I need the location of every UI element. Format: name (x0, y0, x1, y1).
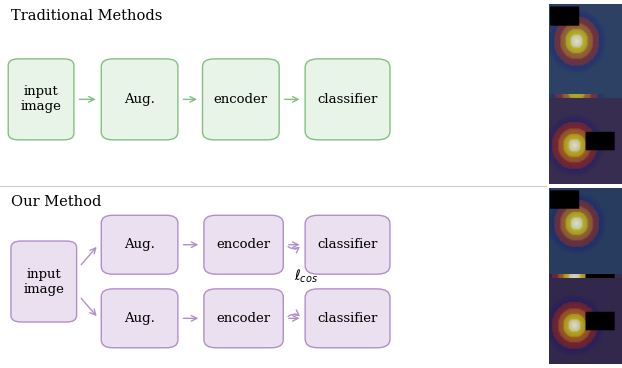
FancyBboxPatch shape (11, 241, 77, 322)
Text: classifier: classifier (317, 238, 378, 251)
Text: $\ell_{cos}$: $\ell_{cos}$ (294, 267, 318, 285)
FancyBboxPatch shape (305, 215, 390, 274)
Text: encoder: encoder (214, 93, 268, 106)
FancyBboxPatch shape (204, 289, 283, 348)
Text: Our Method: Our Method (11, 195, 101, 209)
FancyBboxPatch shape (101, 59, 178, 140)
Text: classifier: classifier (317, 93, 378, 106)
Text: encoder: encoder (216, 238, 271, 251)
FancyBboxPatch shape (305, 59, 390, 140)
Text: Traditional Methods: Traditional Methods (11, 9, 162, 23)
FancyBboxPatch shape (8, 59, 74, 140)
FancyBboxPatch shape (101, 215, 178, 274)
FancyBboxPatch shape (204, 215, 283, 274)
FancyBboxPatch shape (101, 289, 178, 348)
Text: encoder: encoder (216, 312, 271, 325)
Text: classifier: classifier (317, 312, 378, 325)
Text: input
image: input image (21, 85, 62, 113)
FancyBboxPatch shape (305, 289, 390, 348)
FancyBboxPatch shape (203, 59, 279, 140)
Text: input
image: input image (24, 268, 64, 296)
Text: Aug.: Aug. (124, 312, 155, 325)
Text: Aug.: Aug. (124, 93, 155, 106)
Text: Aug.: Aug. (124, 238, 155, 251)
